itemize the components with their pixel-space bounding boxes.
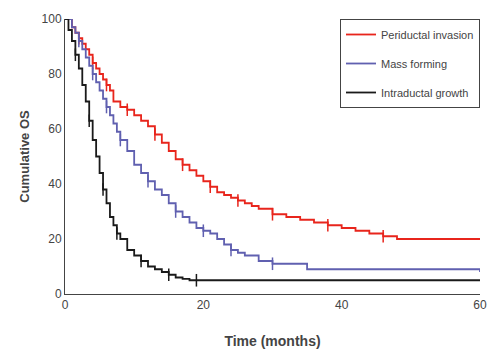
svg-text:Periductal invasion: Periductal invasion xyxy=(381,29,473,41)
svg-text:80: 80 xyxy=(48,67,62,81)
svg-text:60: 60 xyxy=(473,298,487,312)
svg-text:40: 40 xyxy=(335,298,349,312)
svg-text:20: 20 xyxy=(197,298,211,312)
svg-text:0: 0 xyxy=(55,287,62,301)
svg-text:Intraductal growth: Intraductal growth xyxy=(381,87,468,99)
svg-text:40: 40 xyxy=(48,177,62,191)
svg-text:100: 100 xyxy=(42,12,62,26)
svg-text:20: 20 xyxy=(48,232,62,246)
svg-text:Mass forming: Mass forming xyxy=(381,58,447,70)
svg-text:60: 60 xyxy=(48,122,62,136)
svg-text:Time (months): Time (months) xyxy=(224,333,320,349)
svg-text:0: 0 xyxy=(62,298,69,312)
svg-text:Cumulative OS: Cumulative OS xyxy=(17,110,32,203)
